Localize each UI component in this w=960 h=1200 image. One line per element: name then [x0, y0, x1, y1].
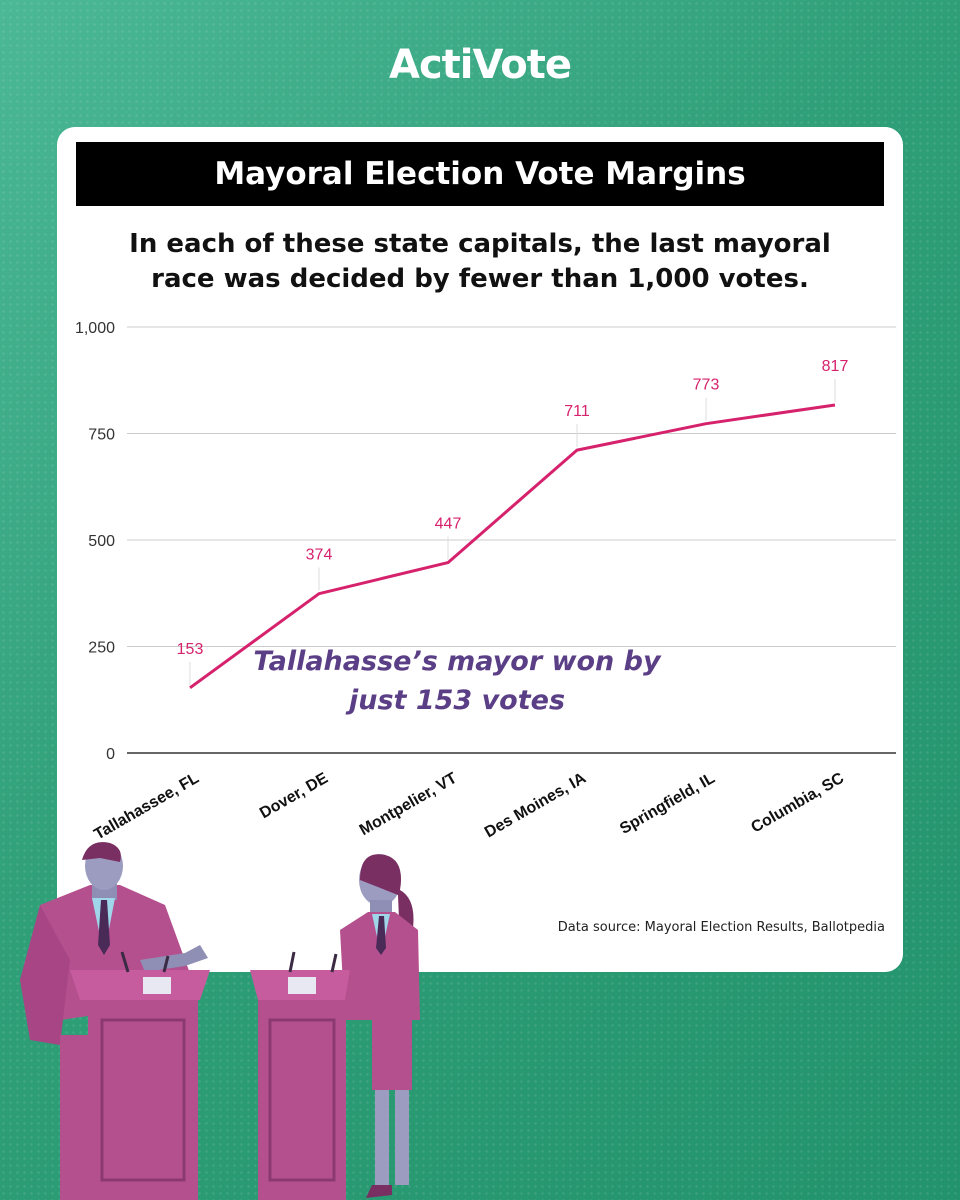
podium-right: [250, 951, 350, 1200]
data-label: 773: [693, 377, 720, 394]
y-tick-label: 1,000: [75, 320, 115, 337]
y-tick-label: 250: [88, 640, 115, 657]
logo-text: ActiVote: [389, 42, 572, 88]
series-line: [189, 403, 836, 690]
chart-subtitle: In each of these state capitals, the las…: [129, 229, 831, 294]
data-source: Data source: Mayoral Election Results, B…: [557, 920, 885, 935]
line-chart: 0 250 500 750 1,000 153 374 447 711 773 817 Tallaha…: [75, 320, 896, 843]
activote-logo: ActiVote: [0, 30, 960, 100]
y-tick-label: 500: [88, 533, 115, 550]
data-label: 374: [306, 547, 333, 564]
data-label: 711: [564, 403, 590, 420]
podium-left: [70, 951, 210, 1200]
y-tick-label: 0: [106, 746, 115, 763]
chart-card: Mayoral Election Vote Margins In each of…: [57, 127, 903, 972]
data-label: 153: [177, 641, 204, 658]
woman-candidate-figure: [340, 854, 420, 1198]
data-label: 817: [822, 358, 849, 375]
chart-title: Mayoral Election Vote Margins: [76, 142, 884, 206]
data-label: 447: [435, 516, 462, 533]
chart-annotation: Tallahasse’s mayor won by just 153 votes: [253, 646, 661, 716]
y-tick-label: 750: [88, 427, 115, 444]
